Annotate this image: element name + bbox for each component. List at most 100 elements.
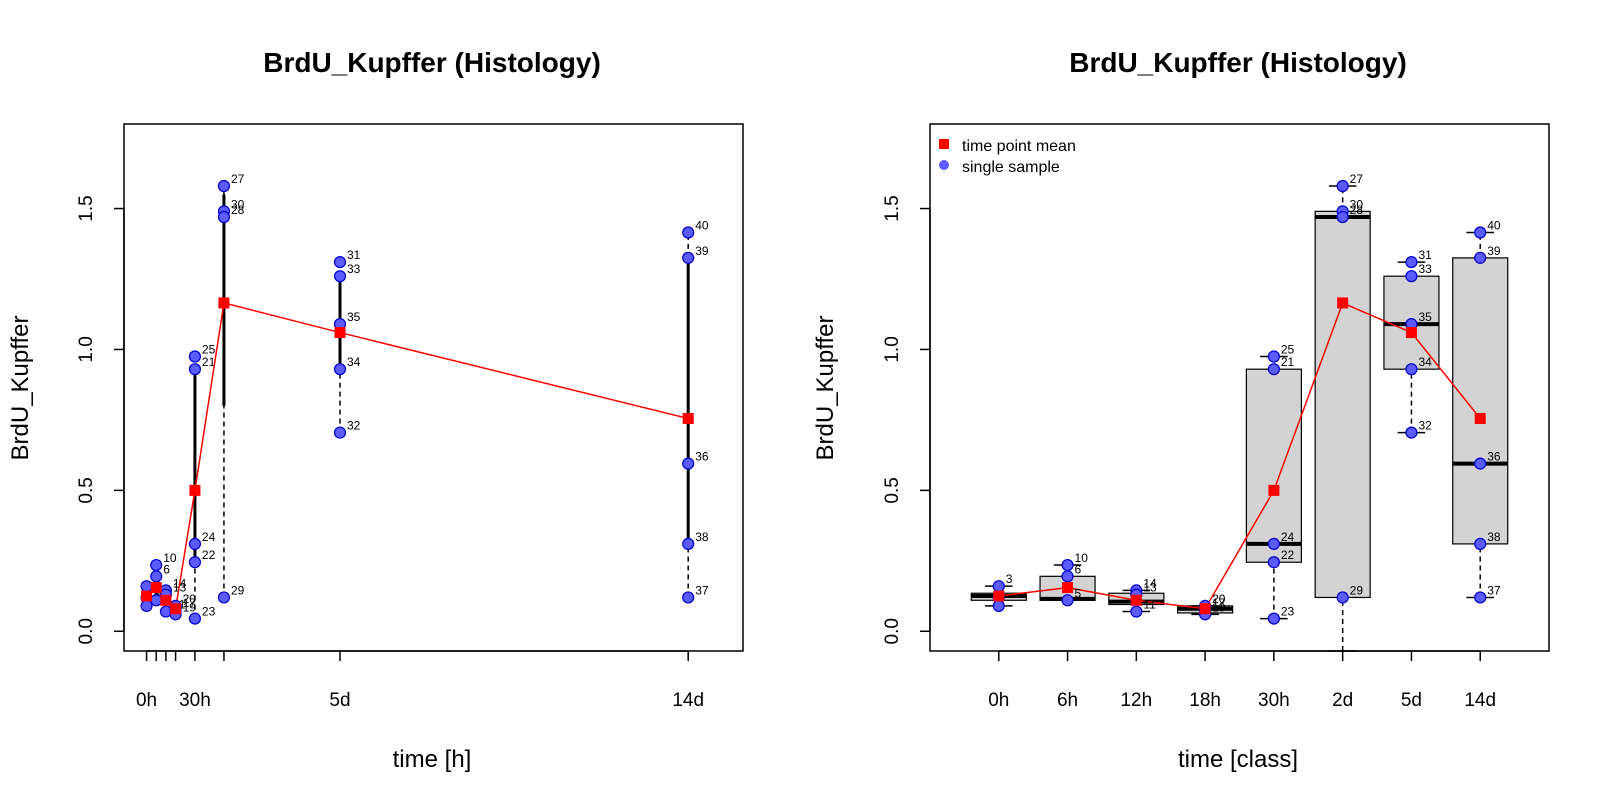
left-sample-label: 38: [695, 530, 709, 544]
left-sample-label: 36: [695, 450, 709, 464]
left-sample-label: 10: [163, 551, 177, 565]
right-panel: BrdU_Kupffer (Histology) time [class] Br…: [812, 47, 1550, 773]
right-sample-point: [1267, 612, 1280, 625]
right-sample-label: 35: [1418, 310, 1432, 324]
left-sample-point: [188, 612, 202, 625]
left-sample-point: [188, 537, 202, 551]
right-sample-point: [1061, 558, 1074, 572]
right-sample-point: [1336, 179, 1349, 193]
left-sample-label: 27: [231, 172, 245, 186]
left-sample-label: 21: [202, 355, 216, 369]
left-range-lines: [145, 186, 690, 619]
left-sample-point: [682, 251, 695, 264]
left-x-tick-label: 30h: [179, 690, 211, 711]
left-sample-label: 40: [695, 219, 709, 233]
left-y-tick-label: 1.5: [76, 195, 97, 221]
right-y-axis: 0.0 0.5 1.0 1.5: [882, 195, 931, 644]
left-sample-point: [682, 226, 695, 239]
right-mean-marker: [1130, 594, 1142, 606]
left-x-axis: 0h 30h 5d 14d: [136, 650, 704, 711]
left-sample-label: 30: [231, 197, 245, 211]
right-x-tick-label: 12h: [1120, 690, 1152, 711]
right-sample-label: 13: [1143, 581, 1157, 595]
left-sample-label: 24: [202, 530, 216, 544]
right-sample-point: [1267, 350, 1280, 363]
right-sample-label: 28: [1350, 203, 1364, 217]
left-mean-marker: [682, 413, 694, 424]
left-sample-point: [188, 363, 202, 376]
right-sample-label: 38: [1487, 530, 1501, 544]
right-sample-point: [1405, 426, 1418, 439]
right-x-tick-label: 30h: [1258, 690, 1290, 711]
right-sample-label: 32: [1418, 419, 1432, 433]
left-sample-label: 34: [347, 355, 361, 369]
right-sample-label: 6: [1075, 562, 1082, 576]
legend: time point mean single sample: [939, 138, 1076, 176]
right-y-axis-label: BrdU_Kupffer: [812, 316, 839, 461]
right-sample-point: [1336, 210, 1349, 224]
right-box: [1452, 257, 1509, 545]
right-x-axis: 0h 6h 12h 18h 30h 2d 5d 14d: [988, 650, 1496, 711]
right-sample-label: 36: [1487, 450, 1501, 464]
left-y-tick-label: 0.0: [76, 618, 97, 644]
right-sample-point: [1474, 251, 1487, 264]
right-x-tick-label: 14d: [1464, 690, 1496, 711]
right-sample-point: [1474, 537, 1487, 551]
right-sample-point: [1267, 556, 1280, 569]
right-sample-point: [1474, 457, 1487, 470]
right-sample-label: 20: [1212, 592, 1226, 606]
right-sample-point: [1061, 570, 1074, 583]
left-sample-label: 35: [347, 310, 361, 324]
legend-mean-label: time point mean: [962, 138, 1076, 155]
right-x-tick-label: 6h: [1057, 690, 1078, 711]
left-panel: BrdU_Kupffer (Histology) time [h] BrdU_K…: [7, 47, 744, 773]
left-x-axis-label: time [h]: [393, 746, 472, 773]
right-box: [1314, 210, 1371, 599]
left-mean-marker: [150, 582, 162, 594]
right-sample-label: 39: [1487, 244, 1501, 258]
left-sample-point: [150, 570, 163, 583]
right-sample-point: [992, 599, 1005, 613]
right-sample-point: [1405, 255, 1418, 269]
left-sample-point: [150, 558, 163, 572]
right-sample-label: 27: [1350, 172, 1364, 186]
right-y-tick-label: 1.5: [882, 195, 903, 221]
right-x-tick-label: 0h: [988, 690, 1009, 711]
left-sample-label: 22: [202, 548, 216, 562]
left-chart-title: BrdU_Kupffer (Histology): [263, 47, 601, 78]
left-sample-point: [188, 556, 202, 569]
right-mean-marker: [1268, 484, 1280, 496]
right-sample-point: [1405, 270, 1418, 283]
left-sample-point: [333, 363, 347, 376]
left-sample-label: 29: [231, 583, 245, 597]
right-sample-label: 25: [1281, 343, 1295, 357]
left-sample-label: 37: [695, 583, 709, 597]
right-x-tick-label: 18h: [1189, 690, 1221, 711]
left-mean-marker: [334, 327, 346, 339]
left-y-axis-label: BrdU_Kupffer: [7, 316, 34, 461]
right-sample-label: 21: [1281, 355, 1295, 369]
left-sample-point: [333, 270, 347, 283]
right-sample-point: [1061, 594, 1074, 607]
left-y-axis: 0.0 0.5 1.0 1.5: [76, 195, 125, 644]
legend-sample-marker: [939, 160, 949, 170]
left-sample-label: 17: [183, 596, 197, 610]
right-sample-label: 10: [1075, 551, 1089, 565]
left-sample-label: 19: [183, 600, 197, 614]
right-sample-label: 24: [1281, 530, 1295, 544]
left-sample-points: 3121065141311201719252124222327302829313…: [140, 172, 709, 625]
right-sample-point: [1474, 226, 1487, 239]
right-sample-point: [1267, 537, 1280, 551]
right-sample-label: 14: [1143, 576, 1157, 590]
left-mean-marker: [170, 603, 182, 615]
right-sample-label: 40: [1487, 219, 1501, 233]
right-mean-marker: [1337, 297, 1349, 309]
left-sample-label: 31: [347, 248, 361, 262]
right-mean-marker: [993, 590, 1005, 602]
left-sample-label: 14: [173, 576, 187, 590]
right-sample-label: 5: [1075, 586, 1082, 600]
right-sample-label: 17: [1212, 596, 1226, 610]
right-sample-label: 30: [1350, 197, 1364, 211]
